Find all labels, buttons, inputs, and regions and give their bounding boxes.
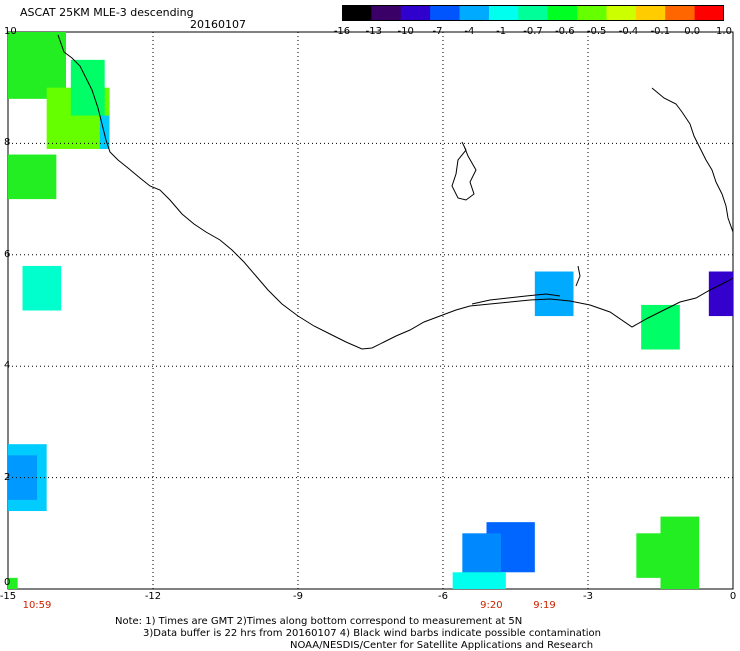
coastline <box>57 34 734 350</box>
x-tick-label: 0 <box>729 591 737 602</box>
data-cell <box>70 59 105 116</box>
y-tick-label: 4 <box>4 360 11 372</box>
data-cell <box>708 271 733 317</box>
data-cell <box>462 533 501 578</box>
time-label: 9:19 <box>533 600 556 611</box>
data-cell <box>452 572 506 589</box>
colorbar-segment <box>606 5 637 21</box>
data-cell <box>99 115 110 149</box>
colorbar-segment <box>665 5 696 21</box>
coastline-lake <box>575 265 581 287</box>
colorbar-segment <box>488 5 519 21</box>
colorbar-segment <box>400 5 431 21</box>
note-line-3: NOAA/NESDIS/Center for Satellite Applica… <box>290 640 594 651</box>
y-tick-label: 10 <box>4 26 17 37</box>
time-label: 10:59 <box>22 600 52 611</box>
map-date: 20160107 <box>190 18 246 31</box>
coastline-lagoon <box>471 293 561 305</box>
colorbar-segment <box>430 5 461 21</box>
colorbar-segment <box>459 5 490 21</box>
y-tick-label: 0 <box>4 577 11 588</box>
x-tick-label: -6 <box>438 591 448 602</box>
colorbar-segment <box>371 5 402 21</box>
grid-lines <box>8 32 733 589</box>
data-cell <box>8 154 57 200</box>
colorbar-segment <box>694 5 724 21</box>
coastline-lake-volta <box>451 141 477 201</box>
data-cell <box>8 577 18 589</box>
y-tick-label: 8 <box>4 137 11 149</box>
plot-frame <box>7 31 734 590</box>
x-tick-label: -3 <box>583 591 593 602</box>
x-tick-label: -15 <box>0 591 17 602</box>
time-label: 9:20 <box>480 600 503 611</box>
x-tick-label: -9 <box>293 591 303 602</box>
data-cell <box>534 271 574 317</box>
map-title: ASCAT 25KM MLE-3 descending <box>20 6 194 19</box>
coastline-east <box>651 87 734 233</box>
colorbar <box>342 5 724 21</box>
y-tick-label: 2 <box>4 471 11 483</box>
data-cells <box>8 32 733 589</box>
colorbar-segment <box>577 5 607 21</box>
colorbar-segment <box>342 5 372 21</box>
y-tick-label: 6 <box>4 248 11 260</box>
note-line-1: Note: 1) Times are GMT 2)Times along bot… <box>115 616 523 627</box>
data-cell <box>636 533 675 578</box>
x-tick-label: -12 <box>144 591 162 602</box>
colorbar-segment <box>635 5 666 21</box>
colorbar-segment <box>518 5 549 21</box>
note-line-2: 3)Data buffer is 22 hrs from 20160107 4)… <box>143 628 601 639</box>
colorbar-segment <box>547 5 578 21</box>
data-cell <box>641 304 680 350</box>
data-cell <box>22 265 62 311</box>
coastline-west-africa <box>57 34 734 350</box>
